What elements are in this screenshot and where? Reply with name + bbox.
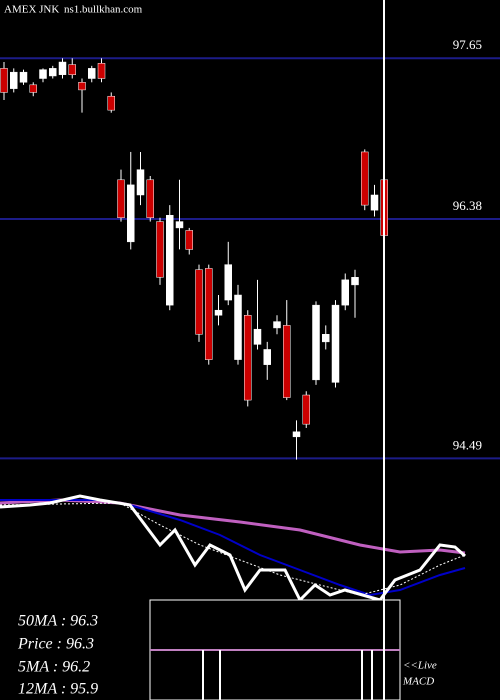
candle-body (58, 61, 67, 75)
ma12: 12MA : 95.9 (18, 681, 98, 698)
candle-body (107, 95, 115, 111)
price: Price : 96.3 (17, 636, 94, 653)
price-panel: 97.65 96.38 94.49 (0, 37, 500, 460)
candle-body (361, 151, 369, 206)
candle-body (88, 68, 96, 79)
candle-body (39, 69, 47, 79)
candle-body (224, 264, 232, 301)
candle-body (97, 63, 106, 79)
candle-body (166, 214, 174, 306)
candle-body (127, 184, 135, 243)
candle-body (185, 230, 193, 250)
candle-body (273, 321, 281, 329)
candle-body (19, 71, 28, 83)
candle-body (244, 315, 252, 401)
ma5: 5MA : 96.2 (18, 659, 90, 676)
ma50: 50MA : 96.3 (18, 613, 98, 630)
live-label: <<Live (403, 660, 437, 672)
y-tick-label: 96.38 (453, 198, 482, 213)
ma-line (0, 498, 466, 555)
candle-body (29, 84, 37, 93)
candle-body (214, 309, 223, 316)
candle-body (0, 68, 8, 93)
candle-body (331, 304, 340, 383)
macd-label: MACD (402, 676, 434, 688)
candle-body (117, 179, 125, 219)
candle-body (68, 64, 76, 75)
candle-body (146, 179, 154, 219)
candle-body (370, 194, 379, 211)
candle-body (156, 221, 164, 278)
candle-body (78, 82, 86, 91)
y-tick-label: 94.49 (453, 437, 482, 452)
candle-body (292, 431, 301, 438)
candle-body (351, 277, 359, 286)
y-tick-label: 97.65 (453, 37, 482, 52)
candle-body (49, 68, 57, 77)
candle-body (263, 349, 271, 365)
candle-body (136, 169, 145, 196)
site: ns1.bullkhan.com (64, 4, 143, 16)
candle-body (302, 394, 310, 425)
candle-body (283, 325, 291, 398)
candle-body (195, 269, 203, 335)
indicator-panel (0, 494, 467, 700)
candle-body (322, 334, 330, 343)
candle-body (205, 268, 213, 360)
candle-body (234, 294, 242, 360)
candle-body (10, 71, 18, 89)
candle-body (175, 221, 184, 229)
candle-body (312, 304, 320, 381)
symbol: AMEX JNK (4, 4, 59, 16)
price-line (0, 494, 467, 603)
candle-body (253, 328, 262, 345)
candle-body (341, 279, 349, 306)
